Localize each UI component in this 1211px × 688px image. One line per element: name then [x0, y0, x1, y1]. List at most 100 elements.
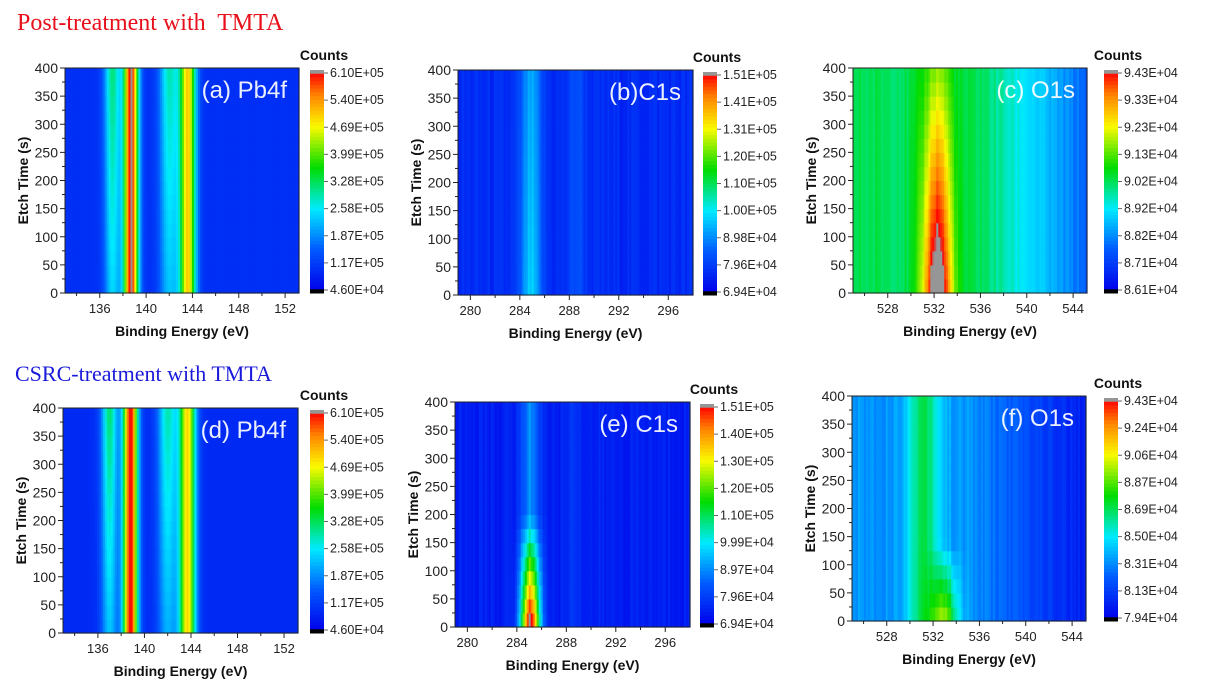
heatmap-cell: [158, 152, 161, 168]
heatmap-cell: [681, 238, 684, 254]
heatmap-cell: [189, 138, 193, 153]
heatmap-cell: [639, 126, 642, 141]
heatmap-cell: [573, 98, 577, 113]
heatmap-cell: [128, 96, 132, 111]
colorbar-segment: [703, 161, 717, 166]
heatmap-cell: [205, 278, 209, 294]
heatmap-cell: [491, 224, 495, 240]
heatmap-cell: [653, 266, 656, 282]
heatmap-cell: [579, 84, 583, 99]
heatmap-cell: [293, 194, 296, 210]
heatmap-cell: [197, 124, 201, 139]
heatmap-cell: [906, 166, 910, 182]
colorbar-segment: [310, 266, 324, 272]
heatmap-cell: [239, 82, 243, 97]
heatmap-cell: [914, 124, 918, 139]
heatmap-cell: [607, 224, 610, 240]
heatmap-cell: [890, 124, 894, 139]
heatmap-cell: [968, 96, 971, 111]
heatmap-cell: [529, 168, 533, 184]
heatmap-cell: [479, 280, 483, 296]
heatmap-cell: [162, 264, 165, 280]
heatmap-cell: [639, 112, 642, 127]
heatmap-cell: [257, 208, 260, 224]
heatmap-cell: [617, 196, 620, 212]
heatmap-cell: [219, 264, 223, 280]
heatmap-cell: [193, 138, 197, 153]
heatmap-cell: [549, 196, 553, 212]
heatmap-cell: [932, 208, 935, 224]
colorbar-segment: [310, 107, 324, 112]
heatmap-cell: [958, 96, 961, 111]
heatmap-cell: [120, 222, 124, 238]
heatmap-cell: [221, 208, 225, 224]
heatmap-cell: [629, 140, 632, 155]
heatmap-cell: [864, 278, 868, 294]
heatmap-cell: [505, 84, 509, 99]
heatmap-cell: [172, 264, 175, 280]
heatmap-cell: [203, 96, 207, 111]
heatmap-cell: [229, 82, 233, 97]
heatmap-cell: [932, 264, 935, 280]
heatmap-cell: [613, 126, 616, 141]
heatmap-cell: [477, 98, 481, 113]
heatmap-cell: [671, 280, 674, 296]
heatmap-cell: [597, 196, 600, 212]
heatmap-cell: [637, 252, 640, 268]
heatmap-cell: [659, 140, 662, 155]
heatmap-cell: [675, 140, 678, 155]
heatmap-cell: [679, 98, 682, 113]
heatmap-cell: [170, 110, 173, 125]
heatmap-cell: [541, 70, 545, 85]
heatmap-cell: [607, 196, 610, 212]
heatmap-cell: [263, 278, 266, 294]
heatmap-cell: [952, 152, 955, 168]
heatmap-cell: [505, 196, 509, 212]
heatmap-cell: [888, 278, 892, 294]
heatmap-cell: [481, 182, 485, 198]
heatmap-cell: [581, 140, 585, 155]
heatmap-cell: [868, 180, 872, 196]
heatmap-cell: [485, 224, 489, 240]
heatmap-cell: [659, 84, 662, 99]
heatmap-cell: [158, 264, 161, 280]
heatmap-cell: [513, 84, 517, 99]
heatmap-cell: [890, 208, 894, 224]
heatmap-cell: [607, 140, 610, 155]
heatmap-cell: [479, 112, 483, 127]
heatmap-cell: [904, 236, 908, 252]
heatmap-cell: [866, 152, 870, 168]
heatmap-cell: [862, 152, 866, 168]
heatmap-cell: [102, 194, 106, 210]
heatmap-cell: [581, 238, 585, 254]
heatmap-cell: [505, 266, 509, 282]
heatmap-cell: [479, 196, 483, 212]
heatmap-cell: [641, 280, 644, 296]
heatmap-cell: [525, 126, 529, 141]
heatmap-cell: [930, 236, 933, 252]
heatmap-cell: [471, 84, 475, 99]
heatmap-cell: [942, 278, 945, 294]
colorbar-segment: [310, 240, 324, 246]
heatmap-cell: [183, 138, 187, 153]
heatmap-cell: [559, 154, 563, 170]
heatmap-cell: [661, 84, 664, 99]
heatmap-cell: [948, 152, 951, 168]
heatmap-cell: [595, 112, 599, 127]
heatmap-cell: [221, 152, 225, 168]
heatmap-cell: [463, 196, 467, 212]
heatmap-cell: [643, 126, 646, 141]
heatmap-cell: [477, 252, 481, 268]
heatmap-cell: [880, 152, 884, 168]
heatmap-cell: [659, 238, 662, 254]
heatmap-cell: [180, 110, 183, 125]
heatmap-cell: [593, 252, 597, 268]
heatmap-cell: [237, 68, 241, 83]
heatmap-cell: [637, 280, 640, 296]
heatmap-cell: [882, 264, 886, 280]
heatmap-cell: [853, 278, 856, 294]
heatmap-cell: [864, 152, 868, 168]
heatmap-cell: [567, 84, 571, 99]
heatmap-cell: [872, 180, 876, 196]
heatmap-cell: [519, 168, 523, 184]
